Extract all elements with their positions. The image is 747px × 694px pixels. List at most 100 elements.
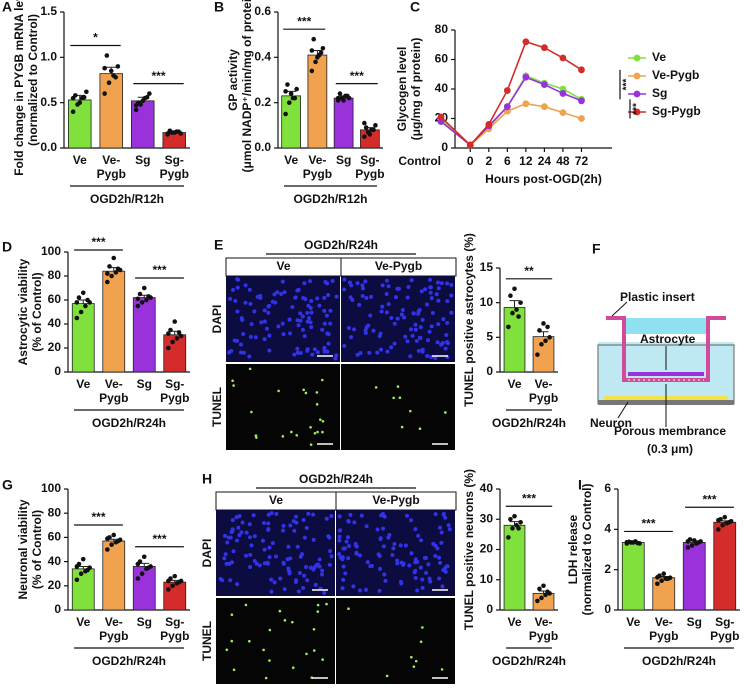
data-point: [655, 581, 660, 587]
y-axis-label: TUNEL positive astrocytes (%): [462, 233, 476, 407]
data-point: [726, 519, 732, 525]
cell-nucleus: [247, 535, 252, 540]
cell-nucleus: [445, 281, 450, 286]
cell-nucleus: [382, 572, 387, 577]
cell-nucleus: [274, 512, 279, 517]
cell-nucleus: [318, 418, 322, 421]
x-axis-label: Hours post-OGD(2h): [485, 172, 602, 186]
cell-nucleus: [436, 298, 441, 303]
legend-label: Sg: [652, 86, 667, 100]
data-point: [318, 50, 324, 56]
cell-nucleus: [244, 530, 249, 535]
cell-nucleus: [236, 525, 241, 530]
cell-nucleus: [413, 527, 418, 532]
data-point: [166, 345, 171, 351]
y-tick-label: 0: [441, 140, 448, 154]
cell-nucleus: [238, 342, 243, 347]
cell-nucleus: [312, 627, 316, 631]
cell-nucleus: [250, 410, 253, 414]
data-point: [80, 290, 86, 296]
y-tick-label: 5: [486, 330, 493, 344]
group-label: OGD2h/R24h: [92, 416, 166, 430]
x-tick-label: 12: [519, 154, 533, 168]
cell-nucleus: [364, 524, 369, 529]
cell-nucleus: [286, 544, 291, 549]
cell-nucleus: [396, 385, 400, 388]
cell-nucleus: [243, 283, 248, 288]
x-tick-label: 48: [556, 154, 570, 168]
legend-marker: [633, 54, 641, 62]
data-point: [541, 321, 546, 326]
data-point: [508, 516, 513, 522]
data-point: [139, 300, 145, 305]
data-point: [108, 68, 114, 74]
y-tick-label: 0.2: [254, 95, 271, 109]
data-point: [362, 134, 367, 139]
x-tick-label: 24: [538, 154, 552, 168]
cell-nucleus: [260, 538, 265, 543]
cell-nucleus: [414, 338, 419, 343]
cell-nucleus: [387, 533, 392, 538]
cell-nucleus: [308, 320, 313, 325]
y-tick-label: 0: [54, 364, 61, 378]
cell-nucleus: [359, 513, 364, 518]
error-bar: [78, 565, 89, 569]
data-point: [147, 91, 152, 96]
cell-nucleus: [360, 293, 365, 298]
cell-nucleus: [398, 543, 403, 548]
cell-nucleus: [439, 281, 444, 286]
cell-nucleus: [306, 511, 311, 516]
x-tick-label: Sg-Pygb: [355, 153, 384, 181]
cell-nucleus: [266, 512, 271, 517]
cell-nucleus: [295, 544, 300, 549]
series-point: [522, 38, 530, 46]
cell-nucleus: [222, 556, 227, 561]
cell-nucleus: [390, 553, 395, 558]
cell-nucleus: [344, 539, 349, 544]
data-point: [135, 296, 141, 302]
y-axis-label: (% of Control): [30, 510, 44, 589]
data-point: [105, 279, 110, 285]
cell-nucleus: [378, 566, 383, 571]
cell-nucleus: [296, 323, 301, 328]
cell-nucleus: [298, 311, 303, 316]
cell-nucleus: [363, 328, 368, 333]
cell-nucleus: [291, 666, 295, 669]
data-point: [170, 583, 175, 589]
cell-nucleus: [323, 279, 328, 284]
column-label: Ve-Pygb: [375, 259, 422, 273]
data-point: [689, 543, 695, 548]
data-point: [691, 538, 697, 543]
cell-nucleus: [235, 285, 240, 290]
y-tick-label: 6: [604, 481, 611, 495]
cell-nucleus: [441, 512, 446, 517]
cell-nucleus: [385, 674, 389, 678]
bar: [713, 521, 737, 611]
cell-nucleus: [334, 294, 339, 299]
cell-nucleus: [377, 588, 382, 593]
cell-nucleus: [224, 561, 229, 566]
data-point: [537, 328, 542, 333]
cell-nucleus: [416, 348, 421, 353]
cell-nucleus: [252, 309, 257, 314]
cell-nucleus: [239, 530, 244, 535]
cell-nucleus: [409, 278, 414, 283]
cell-nucleus: [265, 560, 270, 565]
cell-nucleus: [276, 324, 281, 329]
data-point: [292, 95, 298, 101]
cell-nucleus: [280, 321, 285, 326]
x-tick-label: 0: [467, 154, 474, 168]
cell-nucleus: [375, 527, 380, 532]
cell-nucleus: [253, 335, 258, 340]
cell-nucleus: [269, 511, 274, 516]
cell-nucleus: [315, 391, 319, 394]
data-point: [178, 333, 184, 339]
cell-nucleus: [292, 352, 297, 357]
cell-nucleus: [259, 320, 264, 325]
cell-nucleus: [228, 578, 233, 583]
significance-label: ***: [350, 69, 364, 83]
cell-nucleus: [218, 577, 223, 582]
data-point: [630, 540, 636, 545]
cell-nucleus: [425, 338, 430, 343]
cell-nucleus: [346, 518, 351, 523]
